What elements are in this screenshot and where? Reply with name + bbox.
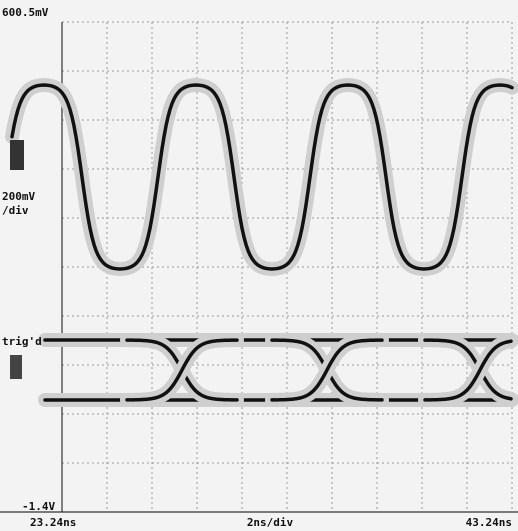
time-per-div: 2ns/div [247, 516, 294, 529]
graticule [62, 21, 513, 512]
bottom-voltage: -1.4V [22, 500, 55, 513]
channel-marker [10, 140, 24, 170]
trace [270, 338, 384, 402]
top-voltage: 600.5mV [2, 6, 49, 19]
trigger-marker [10, 355, 22, 379]
trace [423, 339, 513, 402]
volts-per-div: 200mV [2, 190, 35, 203]
trace [125, 338, 239, 402]
time-end: 43.24ns [466, 516, 512, 529]
volts-per-div-unit: /div [2, 204, 29, 217]
waveforms [5, 77, 518, 407]
trigger-status: trig'd [2, 335, 42, 348]
trace [10, 83, 514, 271]
time-start: 23.24ns [30, 516, 76, 529]
trace [423, 338, 513, 401]
